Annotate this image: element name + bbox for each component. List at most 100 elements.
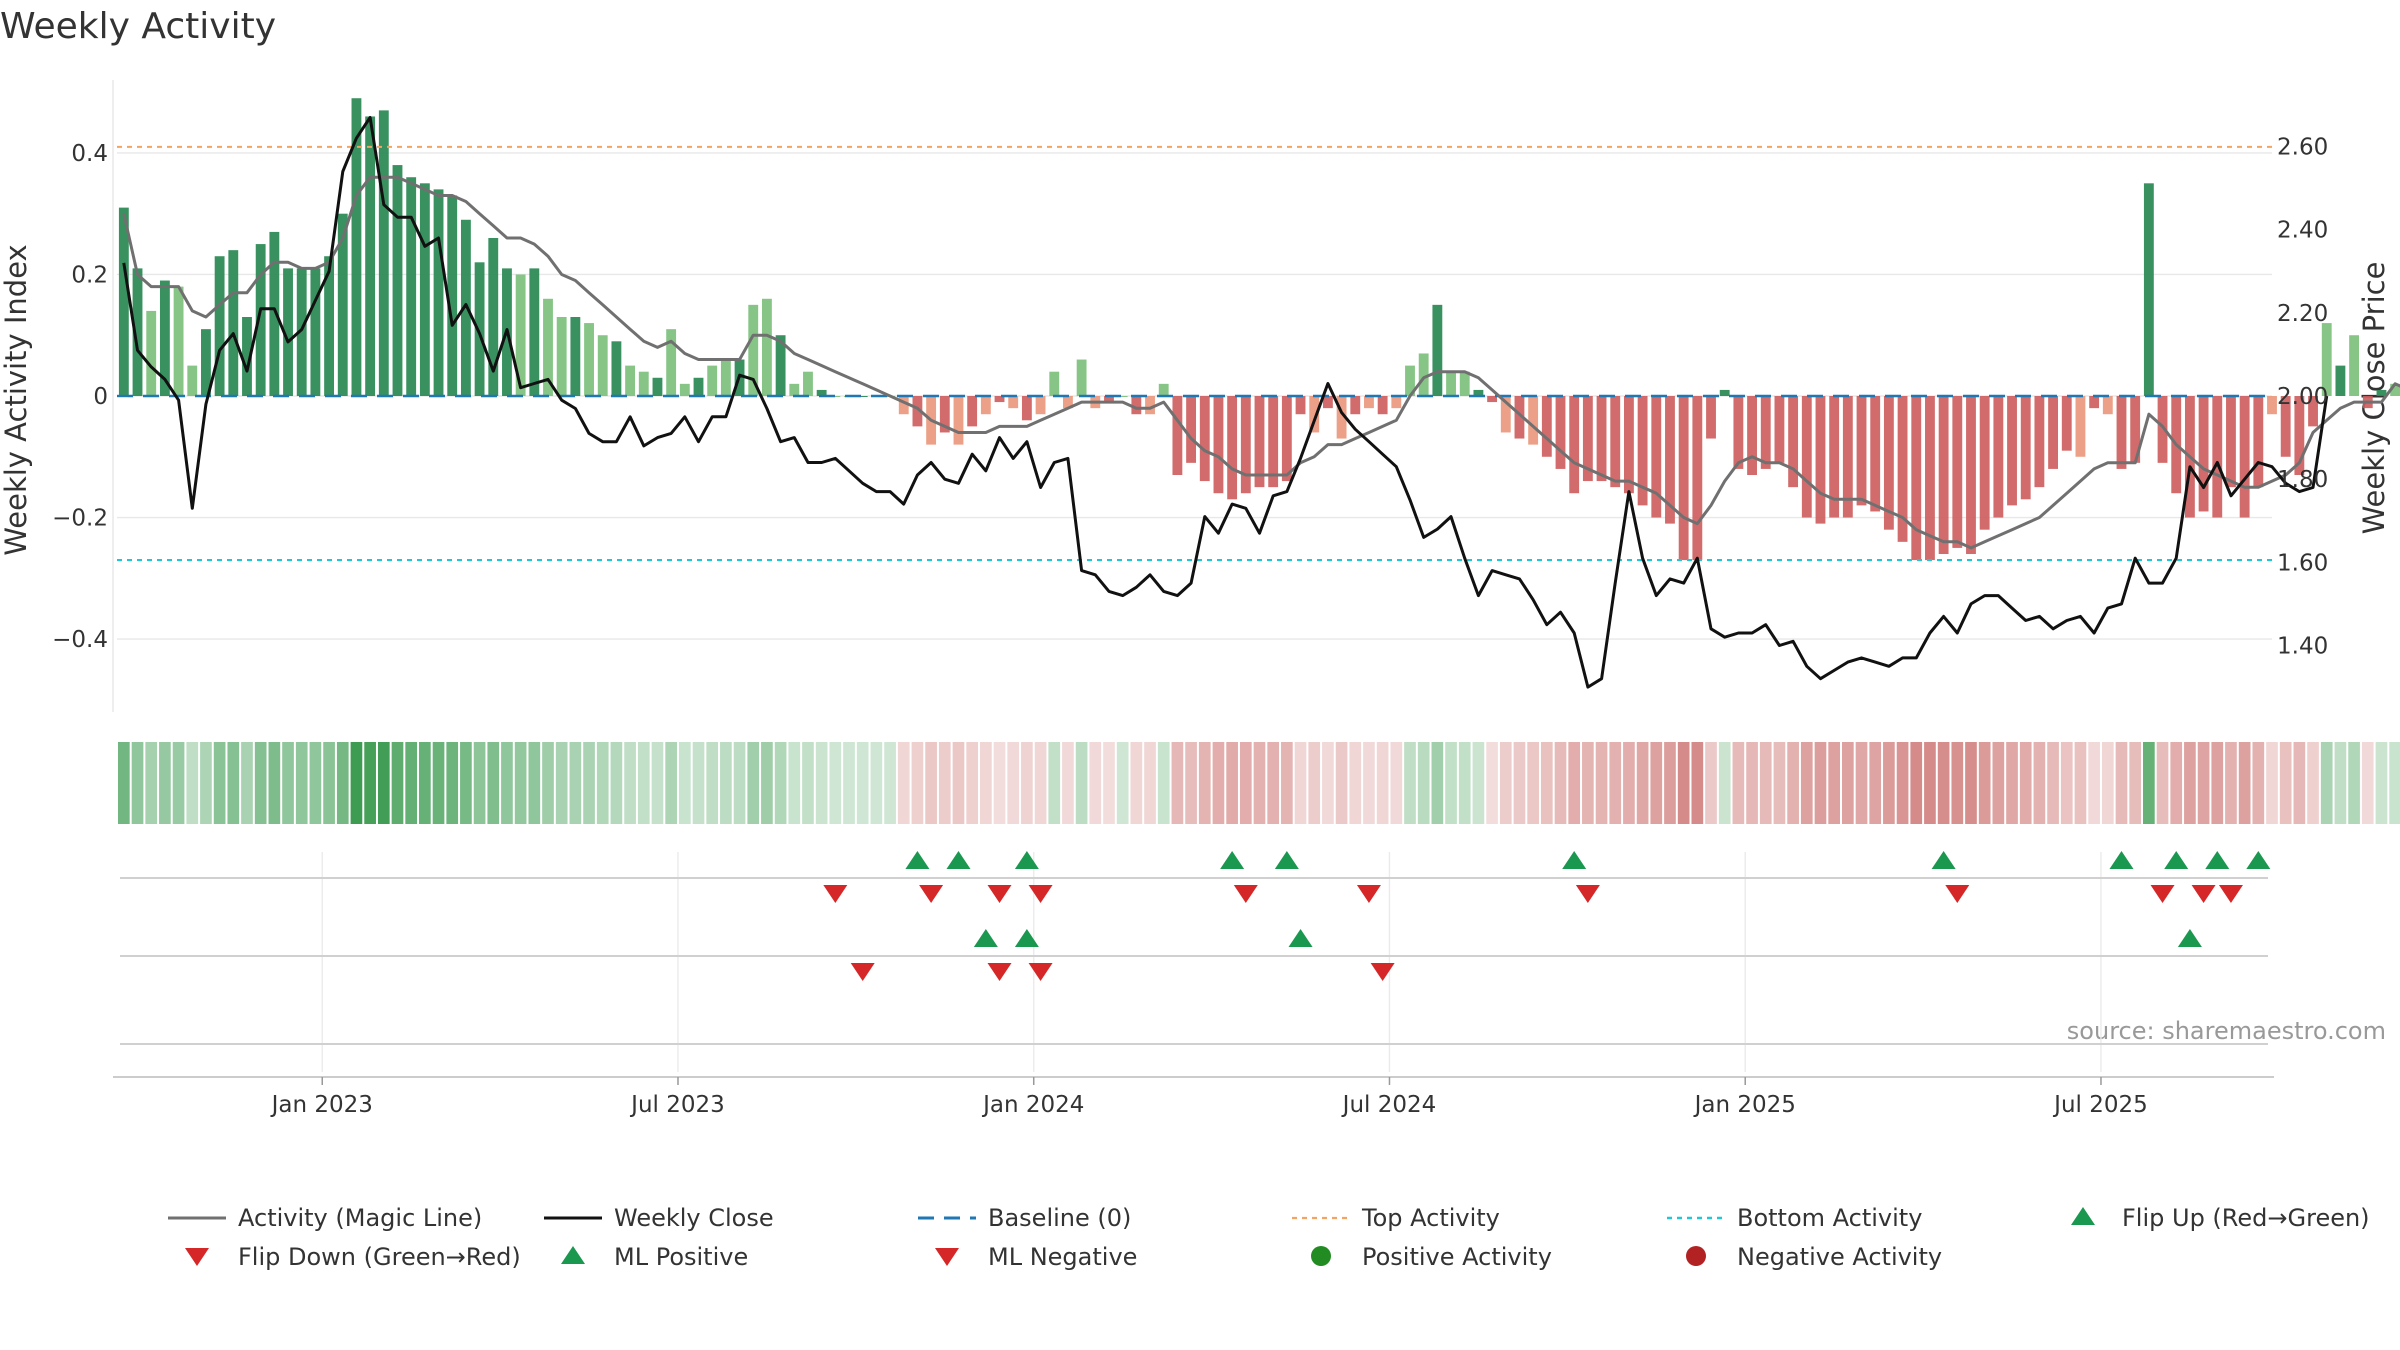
heat-strip-cell	[1691, 742, 1704, 824]
heat-strip-cell	[1294, 742, 1307, 824]
activity-bar	[1254, 396, 1265, 488]
activity-bar	[1528, 396, 1539, 445]
heat-strip-cell	[733, 742, 746, 824]
heat-strip-cell	[1472, 742, 1485, 824]
heat-strip-cell	[1595, 742, 1608, 824]
heat-strip-cell	[487, 742, 500, 824]
heat-strip-cell	[2088, 742, 2100, 824]
activity-bar	[1213, 396, 1224, 494]
activity-bar	[1240, 396, 1251, 494]
activity-bar	[1199, 396, 1210, 482]
heat-strip-cell	[1924, 742, 1936, 824]
heat-strip-cell	[1212, 742, 1225, 824]
heat-strip-cell	[843, 742, 855, 824]
heat-strip-cell	[200, 742, 212, 824]
heat-strip-cell	[788, 742, 801, 824]
activity-bar	[1925, 396, 1935, 561]
activity-bar	[1870, 396, 1881, 512]
activity-bar	[242, 317, 252, 396]
activity-bar	[720, 359, 731, 396]
activity-bar	[1719, 389, 1730, 396]
activity-bar	[419, 183, 430, 396]
activity-bar	[1966, 396, 1976, 554]
heat-strip-cell	[350, 742, 363, 824]
x-tick-label: Jul 2023	[629, 1092, 725, 1118]
activity-bar	[228, 250, 239, 396]
heat-strip-cell	[1883, 742, 1895, 824]
activity-bar	[474, 262, 485, 396]
legend-swatch-ml-positive	[561, 1246, 585, 1264]
flip-up-marker	[1931, 851, 1956, 869]
heat-strip-cell	[1185, 742, 1197, 824]
activity-bar	[1829, 396, 1840, 518]
heat-strip-cell	[815, 742, 828, 824]
activity-bar	[1063, 396, 1073, 409]
heat-strip-cell	[1116, 742, 1129, 824]
heat-strip-cell	[2184, 742, 2196, 824]
heat-strip-cell	[651, 742, 664, 824]
activity-bar	[173, 286, 184, 396]
legend-label: Flip Down (Green→Red)	[238, 1243, 521, 1271]
flip-up-marker	[2246, 851, 2271, 869]
activity-bar	[488, 238, 499, 396]
y-left-tick-label: 0.4	[71, 141, 108, 167]
activity-bar	[2102, 396, 2113, 415]
heat-strip-cell	[2060, 742, 2073, 824]
heat-strip-cell	[2170, 742, 2183, 824]
heat-strip-cell	[1499, 742, 1512, 824]
activity-bar	[1500, 396, 1511, 433]
activity-bar	[337, 213, 348, 396]
heat-strip-cell	[1664, 742, 1676, 824]
activity-bar	[1747, 396, 1757, 475]
heat-strip-cell	[761, 742, 773, 824]
legend-label: Activity (Magic Line)	[238, 1204, 482, 1232]
activity-bar	[1186, 396, 1197, 463]
legend-label: Baseline (0)	[988, 1204, 1131, 1232]
activity-bar	[1596, 396, 1607, 482]
heat-strip-cell	[1992, 742, 2005, 824]
activity-bar	[994, 396, 1005, 403]
legend-swatch-flip-up	[2071, 1207, 2095, 1225]
heat-strip-cell	[1007, 742, 1020, 824]
activity-bar	[1158, 383, 1169, 396]
activity-bar	[1008, 396, 1019, 409]
activity-bar	[324, 256, 335, 396]
heat-strip-cell	[665, 742, 677, 824]
x-tick-label: Jul 2024	[1341, 1092, 1437, 1118]
activity-bar	[283, 268, 293, 396]
activity-bar	[543, 298, 553, 396]
activity-bar	[1322, 396, 1333, 409]
heat-strip-cell	[583, 742, 595, 824]
heat-strip-cell	[897, 742, 910, 824]
heat-strip-cell	[2101, 742, 2114, 824]
flip-up-marker	[1562, 851, 1587, 869]
activity-bar	[433, 189, 444, 396]
heat-strip-cell	[460, 742, 472, 824]
activity-bar	[2116, 396, 2127, 469]
flip-up-marker	[2205, 851, 2230, 869]
heat-strip-cell	[377, 742, 390, 824]
activity-bar	[529, 268, 540, 396]
heat-strip-cell	[2143, 742, 2155, 824]
heat-strip-cell	[610, 742, 623, 824]
activity-bar	[584, 323, 594, 396]
heat-strip-cell	[1540, 742, 1553, 824]
heat-strip-cell	[1198, 742, 1211, 824]
heat-strip-cell	[2238, 742, 2251, 824]
heat-strip-cell	[473, 742, 486, 824]
activity-bar	[789, 383, 800, 396]
activity-bar	[1487, 396, 1498, 403]
legend-swatch-positive-activity	[1311, 1246, 1331, 1266]
heat-strip-cell	[2006, 742, 2018, 824]
activity-bar	[2007, 396, 2017, 506]
heat-strip-cell	[501, 742, 513, 824]
heat-strip-cell	[1335, 742, 1348, 824]
ml-positive-marker	[1014, 929, 1039, 947]
activity-bar	[1569, 396, 1580, 494]
activity-bar	[1692, 396, 1703, 561]
activity-bar	[1076, 359, 1087, 396]
activity-bar	[1801, 396, 1812, 518]
heat-strip-cell	[555, 742, 568, 824]
heat-strip-cell	[1048, 742, 1061, 824]
heat-strip-cell	[1089, 742, 1102, 824]
